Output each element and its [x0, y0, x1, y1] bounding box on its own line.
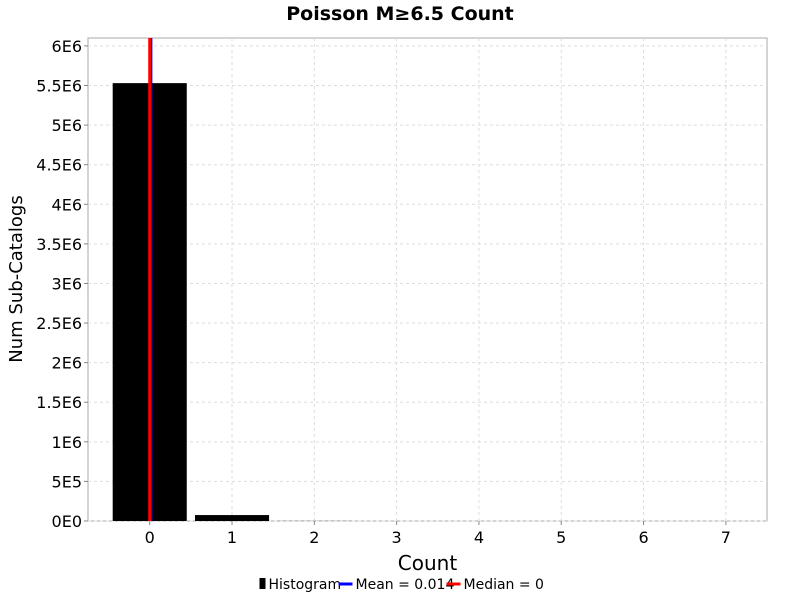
y-tick-label: 0E0 [52, 512, 82, 531]
legend: Histogram Mean = 0.014 Median = 0 [260, 577, 544, 593]
x-tick-label: 0 [145, 528, 155, 547]
y-tick-label: 5.5E6 [36, 77, 82, 96]
legend-label: Median = 0 [464, 577, 544, 593]
histogram-bar [195, 515, 269, 521]
x-tick-label: 4 [474, 528, 484, 547]
x-tick-label: 6 [638, 528, 648, 547]
y-tick-label: 3E6 [52, 274, 82, 293]
y-tick-label: 2.5E6 [36, 314, 82, 333]
y-tick-label: 4E6 [52, 195, 82, 214]
y-tick-label: 5E5 [52, 472, 82, 491]
legend-histogram-swatch [260, 578, 266, 589]
x-tick-label: 1 [227, 528, 237, 547]
x-tick-label: 3 [392, 528, 402, 547]
y-axis-label: Num Sub-Catalogs [6, 195, 27, 362]
y-tick-label: 2E6 [52, 354, 82, 373]
reference-lines-layer [150, 38, 151, 521]
plot-area [88, 38, 767, 521]
x-axis-label: Count [398, 551, 458, 575]
y-tick-label: 5E6 [52, 116, 82, 135]
chart-title: Poisson M≥6.5 Count [286, 3, 514, 25]
legend-label: Mean = 0.014 [356, 577, 455, 593]
y-tick-label: 1E6 [52, 433, 82, 452]
x-tick-label: 5 [556, 528, 566, 547]
legend-label: Histogram [269, 577, 342, 593]
y-tick-label: 4.5E6 [36, 156, 82, 175]
x-tick-label: 7 [721, 528, 731, 547]
y-axis-ticks: 0E0 5E5 1E6 1.5E6 2E6 2.5E6 3E6 3.5E6 4E6 4.5E6 5E… [36, 37, 88, 531]
y-tick-label: 3.5E6 [36, 235, 82, 254]
x-axis-ticks: 0 1 2 3 4 5 6 7 [145, 521, 731, 547]
y-tick-label: 1.5E6 [36, 393, 82, 412]
x-tick-label: 2 [309, 528, 319, 547]
y-tick-label: 6E6 [52, 37, 82, 56]
